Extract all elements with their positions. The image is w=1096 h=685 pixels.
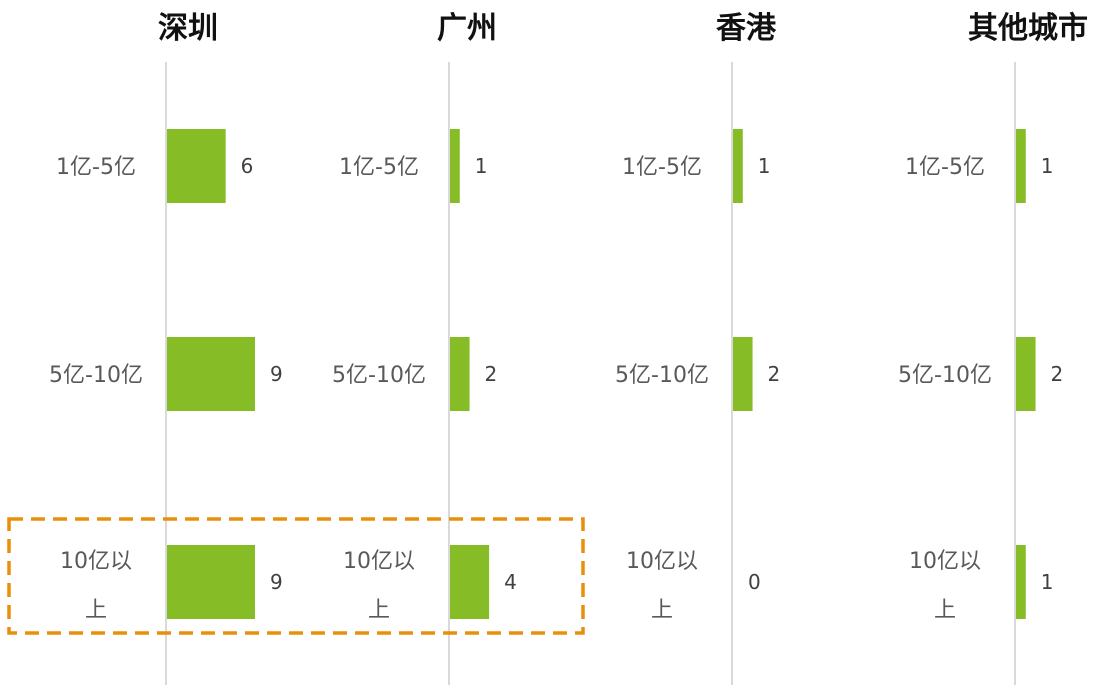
value-label: 1 — [475, 154, 488, 178]
category-label: 1亿-5亿 — [905, 155, 985, 180]
bar — [450, 545, 490, 619]
value-label: 0 — [748, 570, 761, 594]
category-label: 1亿-5亿 — [56, 155, 136, 180]
bar — [167, 545, 255, 619]
highlight-box — [7, 517, 585, 635]
panel-3: 其他城市 1亿-5亿 1 5亿-10亿 2 10亿以上 1 — [898, 11, 1088, 685]
bar — [733, 337, 753, 411]
value-label: 2 — [768, 362, 781, 386]
value-label: 9 — [270, 570, 283, 594]
category-label: 1亿-5亿 — [339, 155, 419, 180]
category-label: 5亿-10亿 — [615, 363, 709, 388]
panel-0: 深圳 1亿-5亿 6 5亿-10亿 9 10亿以上 9 — [49, 11, 283, 685]
value-label: 9 — [270, 362, 283, 386]
value-label: 1 — [758, 154, 771, 178]
panel-2: 香港 1亿-5亿 1 5亿-10亿 2 10亿以上 0 — [615, 11, 780, 685]
category-label: 1亿-5亿 — [622, 155, 702, 180]
panel-title: 香港 — [716, 11, 777, 46]
value-label: 4 — [504, 570, 517, 594]
panel-1: 广州 1亿-5亿 1 5亿-10亿 2 10亿以上 4 — [332, 11, 517, 685]
value-label: 1 — [1041, 570, 1054, 594]
category-label: 10亿以上 — [343, 549, 415, 623]
panel-title: 广州 — [437, 11, 497, 46]
category-label: 10亿以上 — [626, 549, 698, 623]
category-label: 5亿-10亿 — [49, 363, 143, 388]
bar — [167, 129, 226, 203]
panel-title: 深圳 — [158, 11, 218, 46]
bar — [450, 337, 470, 411]
category-label: 10亿以上 — [909, 549, 981, 623]
category-label: 10亿以上 — [60, 549, 132, 623]
bar — [1016, 337, 1036, 411]
category-label: 5亿-10亿 — [332, 363, 426, 388]
bar — [733, 129, 743, 203]
value-label: 1 — [1041, 154, 1054, 178]
bar — [450, 129, 460, 203]
bar — [167, 337, 255, 411]
bar — [1016, 129, 1026, 203]
value-label: 2 — [1051, 362, 1064, 386]
panel-title: 其他城市 — [968, 11, 1088, 46]
value-label: 6 — [241, 154, 254, 178]
value-label: 2 — [485, 362, 498, 386]
category-label: 5亿-10亿 — [898, 363, 992, 388]
chart-panels: 深圳 1亿-5亿 6 5亿-10亿 9 10亿以上 9 广州 1亿-5亿 1 5亿-10亿 2 10亿以… — [49, 11, 1088, 685]
bar — [1016, 545, 1026, 619]
